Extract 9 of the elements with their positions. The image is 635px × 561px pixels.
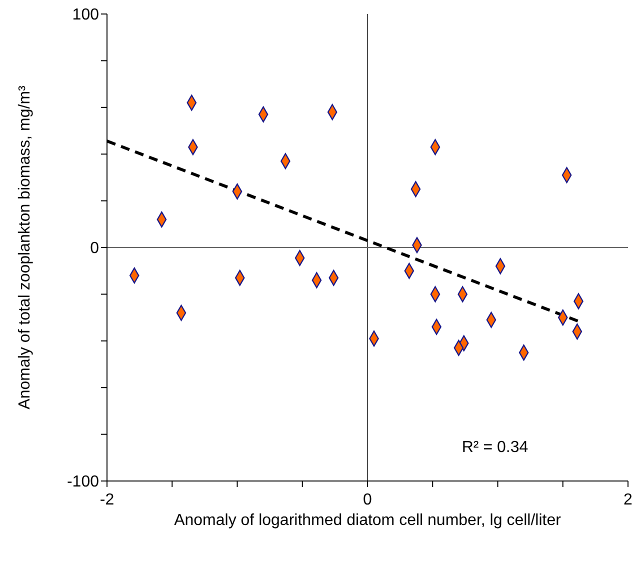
x-tick-label: -2	[100, 491, 114, 508]
x-axis-title: Anomaly of logarithmed diatom cell number, lg cell/liter	[174, 512, 562, 529]
annotation: R² = 0.34	[462, 439, 528, 456]
y-tick-label: 100	[72, 6, 100, 24]
y-tick-label: 0	[90, 240, 100, 258]
y-tick-label: -100	[66, 474, 100, 491]
x-tick-label: 2	[624, 491, 633, 508]
x-tick-label: 0	[363, 491, 372, 508]
y-axis-title: Anomaly of total zooplankton biomass, mg/m³	[16, 84, 34, 410]
